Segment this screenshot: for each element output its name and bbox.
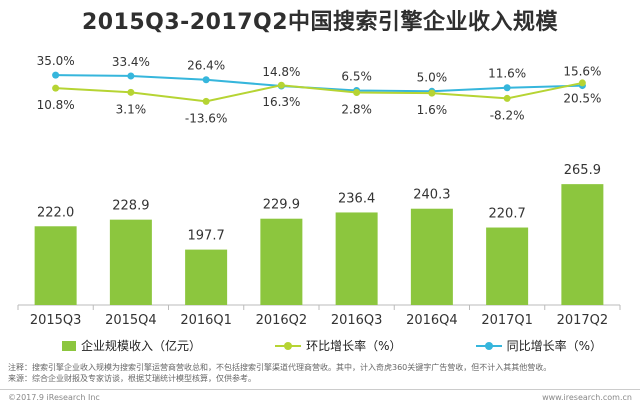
mom-label-2016Q3: 2.8% bbox=[341, 102, 372, 116]
x-tick-label-2016Q2: 2016Q2 bbox=[256, 313, 308, 328]
bar-2016Q1 bbox=[185, 249, 228, 305]
x-tick-label-2017Q1: 2017Q1 bbox=[481, 313, 533, 328]
mom-label-2016Q4: 1.6% bbox=[417, 103, 448, 117]
legend-item-yoy: 同比增长率（%） bbox=[475, 337, 602, 354]
bar-label-2016Q2: 229.9 bbox=[263, 198, 300, 213]
legend: 企业规模收入（亿元） 环比增长率（%） 同比增长率（%） bbox=[62, 337, 602, 354]
mom-point-2015Q3 bbox=[52, 84, 60, 92]
yoy-point-2015Q4 bbox=[127, 72, 135, 80]
legend-label-revenue: 企业规模收入（亿元） bbox=[81, 339, 202, 353]
x-tick-label-2016Q4: 2016Q4 bbox=[406, 313, 458, 328]
yoy-label-2016Q1: 26.4% bbox=[187, 59, 225, 73]
legend-swatch-yoy bbox=[475, 341, 502, 351]
mom-label-2016Q1: -13.6% bbox=[185, 111, 227, 125]
footer-divider bbox=[0, 389, 640, 390]
bar-2016Q2 bbox=[260, 218, 303, 305]
mom-point-2017Q1 bbox=[503, 94, 511, 102]
x-tick-label-2016Q3: 2016Q3 bbox=[331, 313, 383, 328]
bar-label-2017Q1: 220.7 bbox=[489, 207, 526, 222]
note-line-1: 注释：搜索引擎企业收入规模为搜索引擎运营商营收总和，不包括搜索引擎渠道代理商营收… bbox=[8, 363, 552, 372]
yoy-point-2015Q3 bbox=[52, 71, 60, 79]
yoy-label-2016Q4: 5.0% bbox=[417, 70, 448, 84]
yoy-label-2017Q2: 15.6% bbox=[563, 65, 601, 79]
x-tick-label-2015Q3: 2015Q3 bbox=[30, 313, 82, 328]
x-tick-label-2015Q4: 2015Q4 bbox=[105, 313, 157, 328]
bar-2017Q2 bbox=[561, 184, 604, 305]
mom-label-2017Q1: -8.2% bbox=[490, 108, 525, 122]
legend-swatch-mom bbox=[275, 341, 302, 351]
bar-2015Q3 bbox=[34, 226, 77, 305]
yoy-point-2016Q1 bbox=[202, 76, 210, 84]
bar-2015Q4 bbox=[109, 219, 152, 305]
bar-label-2017Q2: 265.9 bbox=[564, 163, 601, 178]
bar-label-2016Q4: 240.3 bbox=[413, 188, 450, 203]
mom-point-2016Q1 bbox=[202, 97, 210, 105]
mom-point-2016Q3 bbox=[353, 88, 361, 96]
x-tick-label-2017Q2: 2017Q2 bbox=[557, 313, 609, 328]
mom-point-2016Q2 bbox=[277, 81, 285, 89]
mom-point-2016Q4 bbox=[428, 89, 436, 97]
mom-point-2015Q4 bbox=[127, 88, 135, 96]
yoy-point-2017Q1 bbox=[503, 84, 511, 92]
bar-label-2016Q1: 197.7 bbox=[188, 229, 225, 244]
mom-label-2015Q4: 3.1% bbox=[116, 102, 147, 116]
mom-point-2017Q2 bbox=[578, 79, 586, 87]
footer-copyright: ©2017.9 iResearch Inc bbox=[8, 393, 100, 402]
yoy-label-2015Q3: 35.0% bbox=[37, 54, 75, 68]
bar-label-2015Q4: 228.9 bbox=[112, 199, 149, 214]
mom-label-2016Q2: 16.3% bbox=[262, 95, 300, 109]
legend-label-mom: 环比增长率（%） bbox=[306, 339, 402, 353]
notes: 注释：搜索引擎企业收入规模为搜索引擎运营商营收总和，不包括搜索引擎渠道代理商营收… bbox=[8, 362, 632, 384]
legend-swatch-revenue bbox=[62, 340, 76, 351]
yoy-label-2017Q1: 11.6% bbox=[488, 67, 526, 81]
yoy-label-2016Q2: 14.8% bbox=[262, 65, 300, 79]
x-tick-label-2016Q1: 2016Q1 bbox=[180, 313, 232, 328]
footer-website: www.iresearch.com.cn bbox=[542, 393, 632, 402]
bar-2016Q3 bbox=[335, 212, 378, 305]
yoy-label-2016Q3: 6.5% bbox=[341, 69, 372, 83]
legend-item-mom: 环比增长率（%） bbox=[275, 337, 402, 354]
mom-label-2015Q3: 10.8% bbox=[37, 98, 75, 112]
yoy-label-2015Q4: 33.4% bbox=[112, 55, 150, 69]
legend-item-revenue: 企业规模收入（亿元） bbox=[62, 337, 201, 354]
bar-label-2016Q3: 236.4 bbox=[338, 191, 375, 206]
mom-line bbox=[55, 81, 583, 103]
legend-label-yoy: 同比增长率（%） bbox=[506, 339, 602, 353]
bar-label-2015Q3: 222.0 bbox=[37, 205, 74, 220]
footer: ©2017.9 iResearch Inc www.iresearch.com.… bbox=[0, 393, 640, 406]
bar-2017Q1 bbox=[486, 227, 529, 305]
note-line-2: 来源：综合企业财报及专家访谈，根据艾瑞统计模型核算，仅供参考。 bbox=[8, 374, 256, 383]
chart-title: 2015Q3-2017Q2中国搜索引擎企业收入规模 bbox=[81, 10, 559, 35]
mom-label-2017Q2: 20.5% bbox=[563, 92, 601, 106]
bar-2016Q4 bbox=[410, 208, 453, 305]
